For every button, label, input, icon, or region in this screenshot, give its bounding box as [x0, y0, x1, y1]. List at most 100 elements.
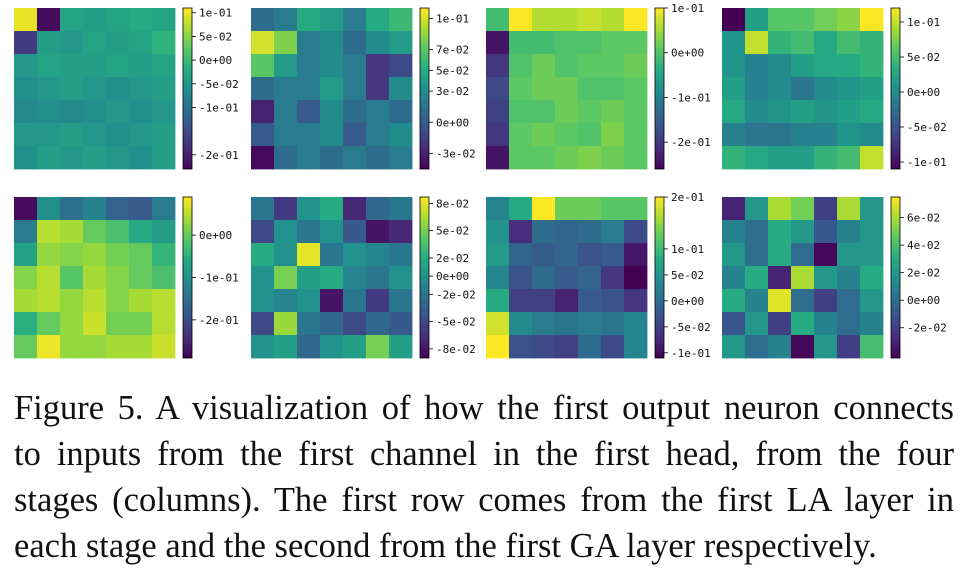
heatmap-cell: [555, 289, 579, 313]
heatmap-cell: [297, 123, 321, 147]
heatmap-cell: [745, 312, 769, 336]
colorbar-tick: -8e-02: [429, 343, 476, 356]
heatmap-cell: [624, 31, 648, 55]
heatmap-cell: [60, 123, 84, 147]
heatmap-cell: [860, 312, 884, 336]
heatmap-cell: [486, 335, 510, 359]
heatmap-cell: [129, 54, 153, 78]
heatmap-cell: [14, 31, 38, 55]
colorbar: [655, 8, 664, 169]
heatmap-cell: [860, 197, 884, 221]
heatmap-cell: [366, 289, 390, 313]
heatmap-cell: [274, 335, 298, 359]
heatmap-cell: [14, 8, 38, 32]
colorbar-tick-label: 1e-01: [671, 243, 704, 256]
heatmap-cell: [578, 220, 602, 244]
heatmap-cell: [60, 31, 84, 55]
colorbar-tick: 1e-01: [664, 243, 704, 256]
heatmap-cell: [14, 54, 38, 78]
heatmap-cell: [791, 197, 815, 221]
heatmap-cell: [860, 266, 884, 290]
heatmap-cell: [297, 77, 321, 101]
heatmap-cell: [60, 100, 84, 124]
heatmap-cell: [60, 220, 84, 244]
heatmap-cell: [555, 100, 579, 124]
heatmap-cell: [37, 197, 61, 221]
heatmap-cell: [389, 312, 413, 336]
heatmap-cell: [274, 220, 298, 244]
heatmap-cell: [320, 289, 344, 313]
heatmap-cell: [152, 77, 176, 101]
colorbar-tick-label: 0e+00: [436, 270, 469, 283]
colorbar-tick: -2e-01: [664, 136, 711, 149]
heatmap-cell: [389, 54, 413, 78]
heatmap-cell: [509, 243, 533, 267]
heatmap-cell: [320, 100, 344, 124]
heatmap-cell: [601, 123, 625, 147]
heatmap-cell: [814, 8, 838, 32]
heatmap-cell: [768, 243, 792, 267]
heatmap-cell: [745, 335, 769, 359]
colorbar-tick-label: 5e-02: [436, 64, 469, 77]
heatmap-cell: [251, 31, 275, 55]
heatmap-cell: [768, 77, 792, 101]
heatmap-cell: [251, 100, 275, 124]
colorbar-tick-label: -2e-01: [199, 149, 239, 162]
heatmap-cell: [722, 100, 746, 124]
colorbar: [183, 8, 192, 169]
heatmap-cell: [791, 77, 815, 101]
heatmap-cell: [509, 312, 533, 336]
heatmap-cell: [745, 77, 769, 101]
colorbar-frame: [890, 7, 901, 170]
heatmap-cell: [532, 8, 556, 32]
colorbar-tick: 2e-02: [900, 267, 940, 280]
heatmap-cell: [343, 312, 367, 336]
colorbar-tick-label: 5e-02: [199, 30, 232, 43]
heatmap-cell: [791, 243, 815, 267]
heatmap-cell: [14, 335, 38, 359]
heatmap-cell: [106, 266, 130, 290]
heatmap-cell: [152, 220, 176, 244]
heatmap-cell: [814, 289, 838, 313]
heatmap-cell: [14, 77, 38, 101]
heatmap-figure: 1e-01 5e-02 0e+00 -5e-02 -1e-01 -2e-01 1e-01 7e…: [14, 2, 947, 360]
heatmap-cell: [251, 123, 275, 147]
heatmap-cell: [106, 312, 130, 336]
heatmap-cell: [251, 54, 275, 78]
heatmap-cell: [768, 289, 792, 313]
heatmap-cell: [722, 335, 746, 359]
heatmap-cell: [274, 243, 298, 267]
heatmap-cell: [578, 123, 602, 147]
colorbar-tick-label: 0e+00: [199, 229, 232, 242]
heatmap-cell: [509, 266, 533, 290]
colorbar-frame: [654, 7, 665, 170]
heatmap-cell: [768, 312, 792, 336]
heatmap-cell: [320, 243, 344, 267]
heatmap-cell: [366, 31, 390, 55]
heatmap-cell: [578, 197, 602, 221]
heatmap-cell: [509, 8, 533, 32]
heatmap-cell: [320, 197, 344, 221]
heatmap-cell: [768, 123, 792, 147]
heatmap-cell: [366, 197, 390, 221]
heatmap-cell: [389, 8, 413, 32]
heatmap-cell: [722, 197, 746, 221]
heatmap-cell: [251, 335, 275, 359]
colorbar-tick: -2e-01: [192, 314, 239, 327]
heatmap-cell: [486, 312, 510, 336]
heatmap-cell: [366, 266, 390, 290]
heatmap-cell: [486, 100, 510, 124]
heatmap-cell: [274, 54, 298, 78]
colorbar-tick: -3e-02: [429, 147, 476, 160]
heatmap-cell: [791, 123, 815, 147]
heatmap-cell: [509, 123, 533, 147]
colorbar-tick: -1e-01: [900, 156, 947, 169]
heatmap-cell: [814, 77, 838, 101]
colorbar-tick-label: 0e+00: [671, 295, 704, 308]
heatmap-cell: [343, 54, 367, 78]
heatmap-cell: [578, 335, 602, 359]
heatmap-cell: [320, 77, 344, 101]
heatmap-cell: [343, 335, 367, 359]
heatmap-cell: [129, 31, 153, 55]
heatmap-cell: [509, 31, 533, 55]
